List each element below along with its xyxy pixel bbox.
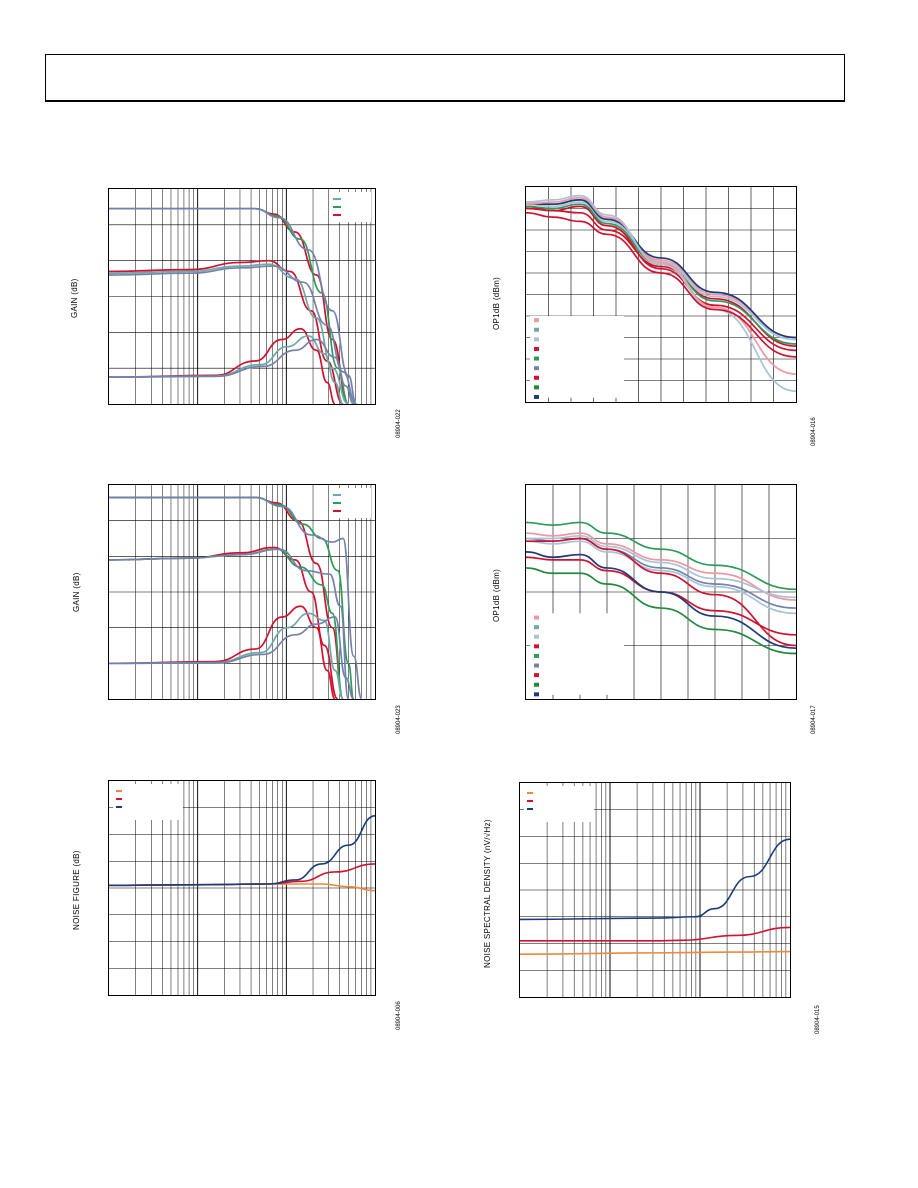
legend-swatch	[534, 375, 539, 380]
series-line	[526, 540, 796, 615]
chart-svg	[526, 187, 796, 402]
y-axis-label: NOISE SPECTRAL DENSITY (nV/√Hz)	[483, 819, 492, 968]
series-line	[526, 201, 796, 341]
chart-legend	[329, 192, 371, 222]
chart-gain-frequency-1	[108, 188, 376, 405]
series-line	[109, 335, 344, 404]
series-line	[526, 211, 796, 358]
series-line	[109, 259, 344, 404]
legend-swatch	[534, 615, 539, 620]
series-line	[109, 616, 355, 699]
series-line	[109, 863, 375, 887]
gridlines	[109, 781, 375, 995]
series-line	[520, 926, 790, 942]
series-line	[526, 556, 796, 636]
chart-legend	[530, 613, 624, 697]
series-line	[520, 838, 790, 921]
series-line	[526, 534, 796, 599]
legend-swatch	[534, 682, 539, 687]
chart-svg	[526, 485, 796, 699]
chart-svg	[109, 485, 375, 699]
series-line	[109, 496, 355, 699]
series-line	[109, 605, 336, 699]
series-line	[526, 521, 796, 591]
gridlines	[109, 189, 375, 404]
legend-swatch	[534, 692, 539, 697]
chart-legend	[329, 488, 371, 518]
legend-swatch	[534, 394, 539, 399]
series-line	[526, 567, 796, 655]
chart-gain-frequency-2	[108, 484, 376, 700]
series-line	[109, 338, 355, 404]
legend-swatch	[534, 385, 539, 390]
series-line	[109, 496, 363, 699]
chart-svg	[520, 783, 790, 997]
series-line	[526, 551, 796, 650]
chart-legend	[530, 316, 624, 399]
legend-swatch	[534, 366, 539, 371]
chart-noise-figure	[108, 780, 376, 996]
legend-swatch	[534, 318, 539, 323]
series-line	[526, 537, 796, 647]
legend-swatch	[534, 625, 539, 630]
series-line	[520, 950, 790, 955]
figure-id: 08904-016	[811, 417, 817, 446]
chart-svg	[109, 189, 375, 404]
legend-swatch	[534, 346, 539, 351]
figure-id: 08904-017	[811, 705, 817, 734]
series-line	[109, 263, 349, 404]
figure-id: 08904-023	[396, 705, 402, 734]
y-axis-label: NOISE FIGURE (dB)	[72, 850, 81, 930]
series-line	[109, 548, 344, 699]
chart-svg	[109, 781, 375, 995]
page-header-box	[45, 54, 845, 102]
gridlines	[526, 485, 796, 699]
y-axis-label: GAIN (dB)	[70, 278, 79, 318]
legend-swatch	[534, 663, 539, 668]
y-axis-label: OP1dB (dBm)	[492, 568, 501, 622]
series-line	[109, 548, 350, 699]
figure-id: 08904-022	[396, 409, 402, 438]
series-line	[526, 532, 796, 601]
series-line	[526, 203, 796, 345]
legend-swatch	[534, 337, 539, 342]
series-line	[109, 327, 336, 404]
legend-swatch	[534, 644, 539, 649]
chart-op1db-1	[525, 186, 797, 403]
chart-legend	[524, 786, 594, 822]
chart-op1db-2	[525, 484, 797, 700]
series-line	[109, 814, 375, 887]
legend-swatch	[534, 653, 539, 658]
series-line	[526, 194, 796, 393]
legend-swatch	[534, 673, 539, 678]
series-line	[109, 496, 344, 699]
y-axis-label: GAIN (dB)	[72, 572, 81, 612]
legend-swatch	[534, 356, 539, 361]
legend-swatch	[534, 634, 539, 639]
y-axis-label: OP1dB (dBm)	[492, 276, 501, 330]
figure-id: 08904-015	[815, 1005, 821, 1034]
series-line	[109, 207, 358, 404]
chart-legend	[113, 784, 183, 820]
legend-swatch	[534, 327, 539, 332]
chart-noise-spectral-density	[519, 782, 791, 998]
series-line	[109, 612, 344, 699]
series-line	[526, 205, 796, 352]
figure-id: 08904-006	[396, 1001, 402, 1030]
